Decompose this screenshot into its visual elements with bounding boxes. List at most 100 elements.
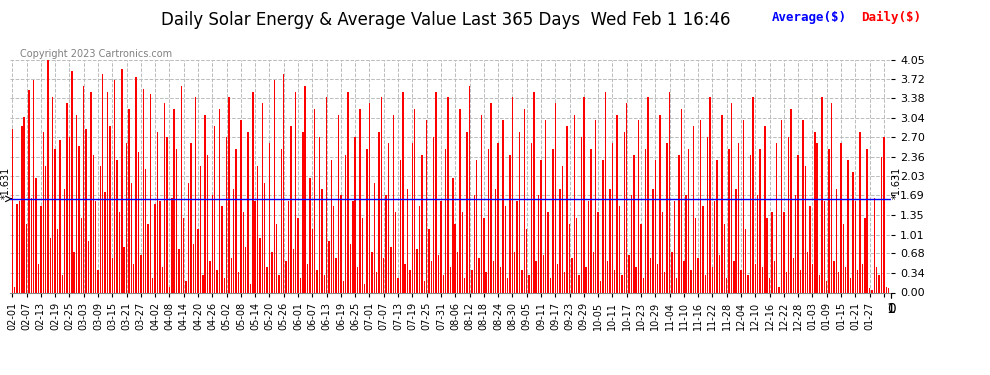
Bar <box>466 132 468 292</box>
Bar <box>117 160 118 292</box>
Bar <box>16 204 18 292</box>
Bar <box>507 278 508 292</box>
Bar <box>549 278 551 292</box>
Bar <box>788 138 789 292</box>
Bar <box>547 212 548 292</box>
Bar <box>185 281 187 292</box>
Bar <box>68 138 70 292</box>
Bar <box>38 264 40 292</box>
Bar <box>719 255 721 292</box>
Bar <box>742 120 744 292</box>
Bar <box>471 270 472 292</box>
Bar <box>669 92 670 292</box>
Bar <box>631 195 633 292</box>
Bar <box>566 126 568 292</box>
Bar <box>107 92 108 292</box>
Bar <box>104 192 106 292</box>
Bar <box>790 109 792 292</box>
Bar <box>143 89 144 292</box>
Bar <box>829 149 830 292</box>
Bar <box>702 206 704 292</box>
Bar <box>385 195 387 292</box>
Bar <box>688 149 689 292</box>
Bar <box>847 160 848 292</box>
Bar <box>626 103 628 292</box>
Bar <box>602 160 604 292</box>
Bar <box>424 281 425 292</box>
Bar <box>647 98 648 292</box>
Bar <box>271 252 272 292</box>
Bar <box>305 86 306 292</box>
Bar <box>745 230 746 292</box>
Bar <box>19 201 20 292</box>
Bar <box>809 206 811 292</box>
Text: *1.631: *1.631 <box>892 166 902 199</box>
Bar <box>59 140 60 292</box>
Bar <box>757 195 758 292</box>
Bar <box>221 206 223 292</box>
Bar <box>364 284 365 292</box>
Bar <box>454 224 456 292</box>
Bar <box>797 155 799 292</box>
Bar <box>514 252 516 292</box>
Text: *1.631: *1.631 <box>1 166 11 199</box>
Bar <box>341 195 342 292</box>
Bar <box>347 92 348 292</box>
Bar <box>436 92 437 292</box>
Bar <box>261 103 263 292</box>
Bar <box>849 278 851 292</box>
Bar <box>205 114 206 292</box>
Bar <box>881 157 882 292</box>
Bar <box>536 261 537 292</box>
Bar <box>678 155 680 292</box>
Bar <box>705 275 706 292</box>
Bar <box>64 189 65 292</box>
Bar <box>417 249 418 292</box>
Bar <box>493 261 494 292</box>
Bar <box>166 138 167 292</box>
Bar <box>154 204 155 292</box>
Bar <box>619 206 621 292</box>
Bar <box>783 212 784 292</box>
Bar <box>524 109 525 292</box>
Bar <box>761 267 763 292</box>
Bar <box>202 275 204 292</box>
Bar <box>336 258 337 292</box>
Bar <box>621 275 623 292</box>
Bar <box>409 270 411 292</box>
Bar <box>469 86 470 292</box>
Bar <box>133 264 135 292</box>
Bar <box>476 160 477 292</box>
Bar <box>164 103 165 292</box>
Bar <box>300 278 301 292</box>
Bar <box>238 272 240 292</box>
Bar <box>307 264 308 292</box>
Bar <box>312 230 313 292</box>
Bar <box>729 149 730 292</box>
Bar <box>509 155 511 292</box>
Bar <box>333 206 335 292</box>
Bar <box>666 143 668 292</box>
Bar <box>645 149 646 292</box>
Bar <box>831 103 833 292</box>
Bar <box>452 178 453 292</box>
Bar <box>224 278 225 292</box>
Bar <box>488 149 489 292</box>
Bar <box>838 272 840 292</box>
Bar <box>461 212 463 292</box>
Bar <box>581 138 582 292</box>
Bar <box>836 189 837 292</box>
Bar <box>636 267 637 292</box>
Bar <box>71 72 72 292</box>
Bar <box>145 169 147 292</box>
Bar <box>459 109 460 292</box>
Bar <box>852 172 853 292</box>
Bar <box>822 98 823 292</box>
Bar <box>285 261 287 292</box>
Bar <box>800 270 801 292</box>
Bar <box>859 132 860 292</box>
Bar <box>368 103 370 292</box>
Bar <box>659 114 660 292</box>
Bar <box>345 155 346 292</box>
Bar <box>321 189 323 292</box>
